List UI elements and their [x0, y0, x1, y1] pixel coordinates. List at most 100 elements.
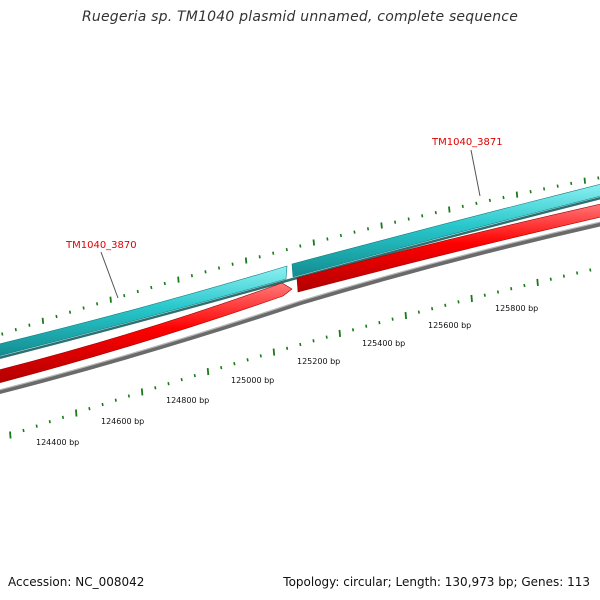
minor-tick: [233, 362, 236, 366]
minor-tick: [407, 217, 410, 221]
minor-tick: [589, 268, 592, 272]
gene-label-TM1040_3870[interactable]: TM1040_3870: [65, 240, 137, 251]
minor-tick: [163, 281, 166, 286]
minor-tick: [339, 233, 342, 238]
gene-TM1040_3871-reverse-segment[interactable]: [296, 203, 600, 293]
minor-tick: [259, 354, 262, 358]
minor-tick: [365, 324, 368, 328]
major-tick: [404, 312, 407, 320]
major-tick: [312, 239, 315, 246]
major-tick: [9, 431, 12, 439]
major-tick: [515, 191, 519, 198]
minor-tick: [150, 285, 153, 290]
bp-label: 124800 bp: [166, 396, 209, 405]
minor-tick: [167, 382, 170, 386]
gene-TM1040_3871[interactable]: [291, 183, 600, 278]
minor-tick: [220, 365, 223, 370]
minor-tick: [272, 251, 275, 255]
minor-tick: [523, 283, 526, 288]
minor-tick: [231, 262, 234, 266]
minor-tick: [88, 407, 91, 411]
gene-label-leader-3870: [100, 251, 119, 299]
minor-tick: [431, 307, 434, 311]
sequence-backbone: [0, 221, 600, 395]
minor-tick: [96, 302, 99, 306]
minor-tick: [123, 293, 126, 298]
minor-tick: [299, 342, 302, 347]
minor-tick: [325, 335, 328, 339]
map-title: Ruegeria sp. TM1040 plasmid unnamed, com…: [81, 9, 519, 25]
minor-tick: [556, 184, 559, 188]
minor-tick: [353, 230, 356, 234]
bp-label: 124400 bp: [36, 438, 79, 447]
minor-tick: [488, 198, 491, 203]
minor-tick: [246, 358, 249, 362]
minor-tick: [457, 300, 460, 304]
accession-text: Accession: NC_008042: [8, 575, 145, 589]
minor-tick: [154, 386, 157, 390]
minor-tick: [193, 373, 196, 378]
minor-tick: [483, 293, 486, 297]
gene-label-TM1040_3871[interactable]: TM1040_3871: [431, 137, 503, 148]
minor-tick: [299, 244, 302, 248]
minor-tick: [204, 270, 207, 274]
major-tick: [272, 348, 276, 356]
major-tick: [75, 409, 78, 417]
major-tick: [206, 368, 210, 376]
minor-tick: [127, 394, 130, 398]
minor-tick: [394, 220, 397, 224]
outer-tick-row: [1, 176, 600, 336]
bp-label: 125200 bp: [297, 357, 340, 366]
bp-label: 125800 bp: [495, 304, 538, 313]
minor-tick: [14, 327, 17, 332]
gene-TM1040_3870[interactable]: [0, 282, 293, 384]
major-tick: [583, 177, 586, 184]
minor-tick: [351, 328, 355, 332]
minor-tick: [217, 266, 221, 270]
topology-summary: Topology: circular; Length: 130,973 bp; …: [283, 575, 590, 589]
bp-label: 125400 bp: [362, 339, 405, 348]
reverse-gene-track: [0, 203, 600, 384]
minor-tick: [378, 320, 381, 325]
minor-tick: [543, 187, 546, 191]
minor-tick: [61, 415, 65, 420]
minor-tick: [421, 214, 424, 218]
minor-tick: [434, 210, 437, 215]
minor-tick: [475, 201, 478, 206]
minor-tick: [502, 195, 505, 200]
bp-label: 125000 bp: [231, 376, 274, 385]
minor-tick: [461, 204, 464, 209]
major-tick: [177, 276, 180, 283]
minor-tick: [68, 310, 72, 314]
minor-tick: [417, 310, 420, 314]
sequence-backbone-highlight: [0, 221, 600, 391]
major-tick: [41, 317, 45, 324]
major-tick: [338, 329, 341, 337]
minor-tick: [576, 271, 579, 275]
forward-track-shadow: [0, 196, 600, 360]
gene-TM1040_3870-forward-segment[interactable]: [0, 265, 288, 357]
minor-tick: [136, 289, 139, 294]
bp-label: 124600 bp: [101, 417, 144, 426]
minor-tick: [549, 277, 552, 281]
minor-tick: [529, 190, 532, 194]
bp-ruler: [9, 268, 592, 439]
minor-tick: [326, 237, 329, 241]
major-tick: [109, 296, 112, 303]
minor-tick: [597, 176, 600, 180]
minor-tick: [48, 420, 51, 424]
minor-tick: [114, 398, 117, 402]
minor-tick: [55, 314, 58, 319]
minor-tick: [570, 181, 573, 186]
minor-tick: [562, 274, 565, 278]
minor-tick: [258, 255, 261, 259]
minor-tick: [180, 377, 183, 382]
minor-tick: [391, 317, 394, 321]
minor-tick: [510, 287, 513, 291]
minor-tick: [22, 428, 25, 433]
minor-tick: [286, 346, 289, 350]
major-tick: [244, 257, 248, 264]
minor-tick: [82, 306, 85, 310]
minor-tick: [35, 424, 38, 428]
